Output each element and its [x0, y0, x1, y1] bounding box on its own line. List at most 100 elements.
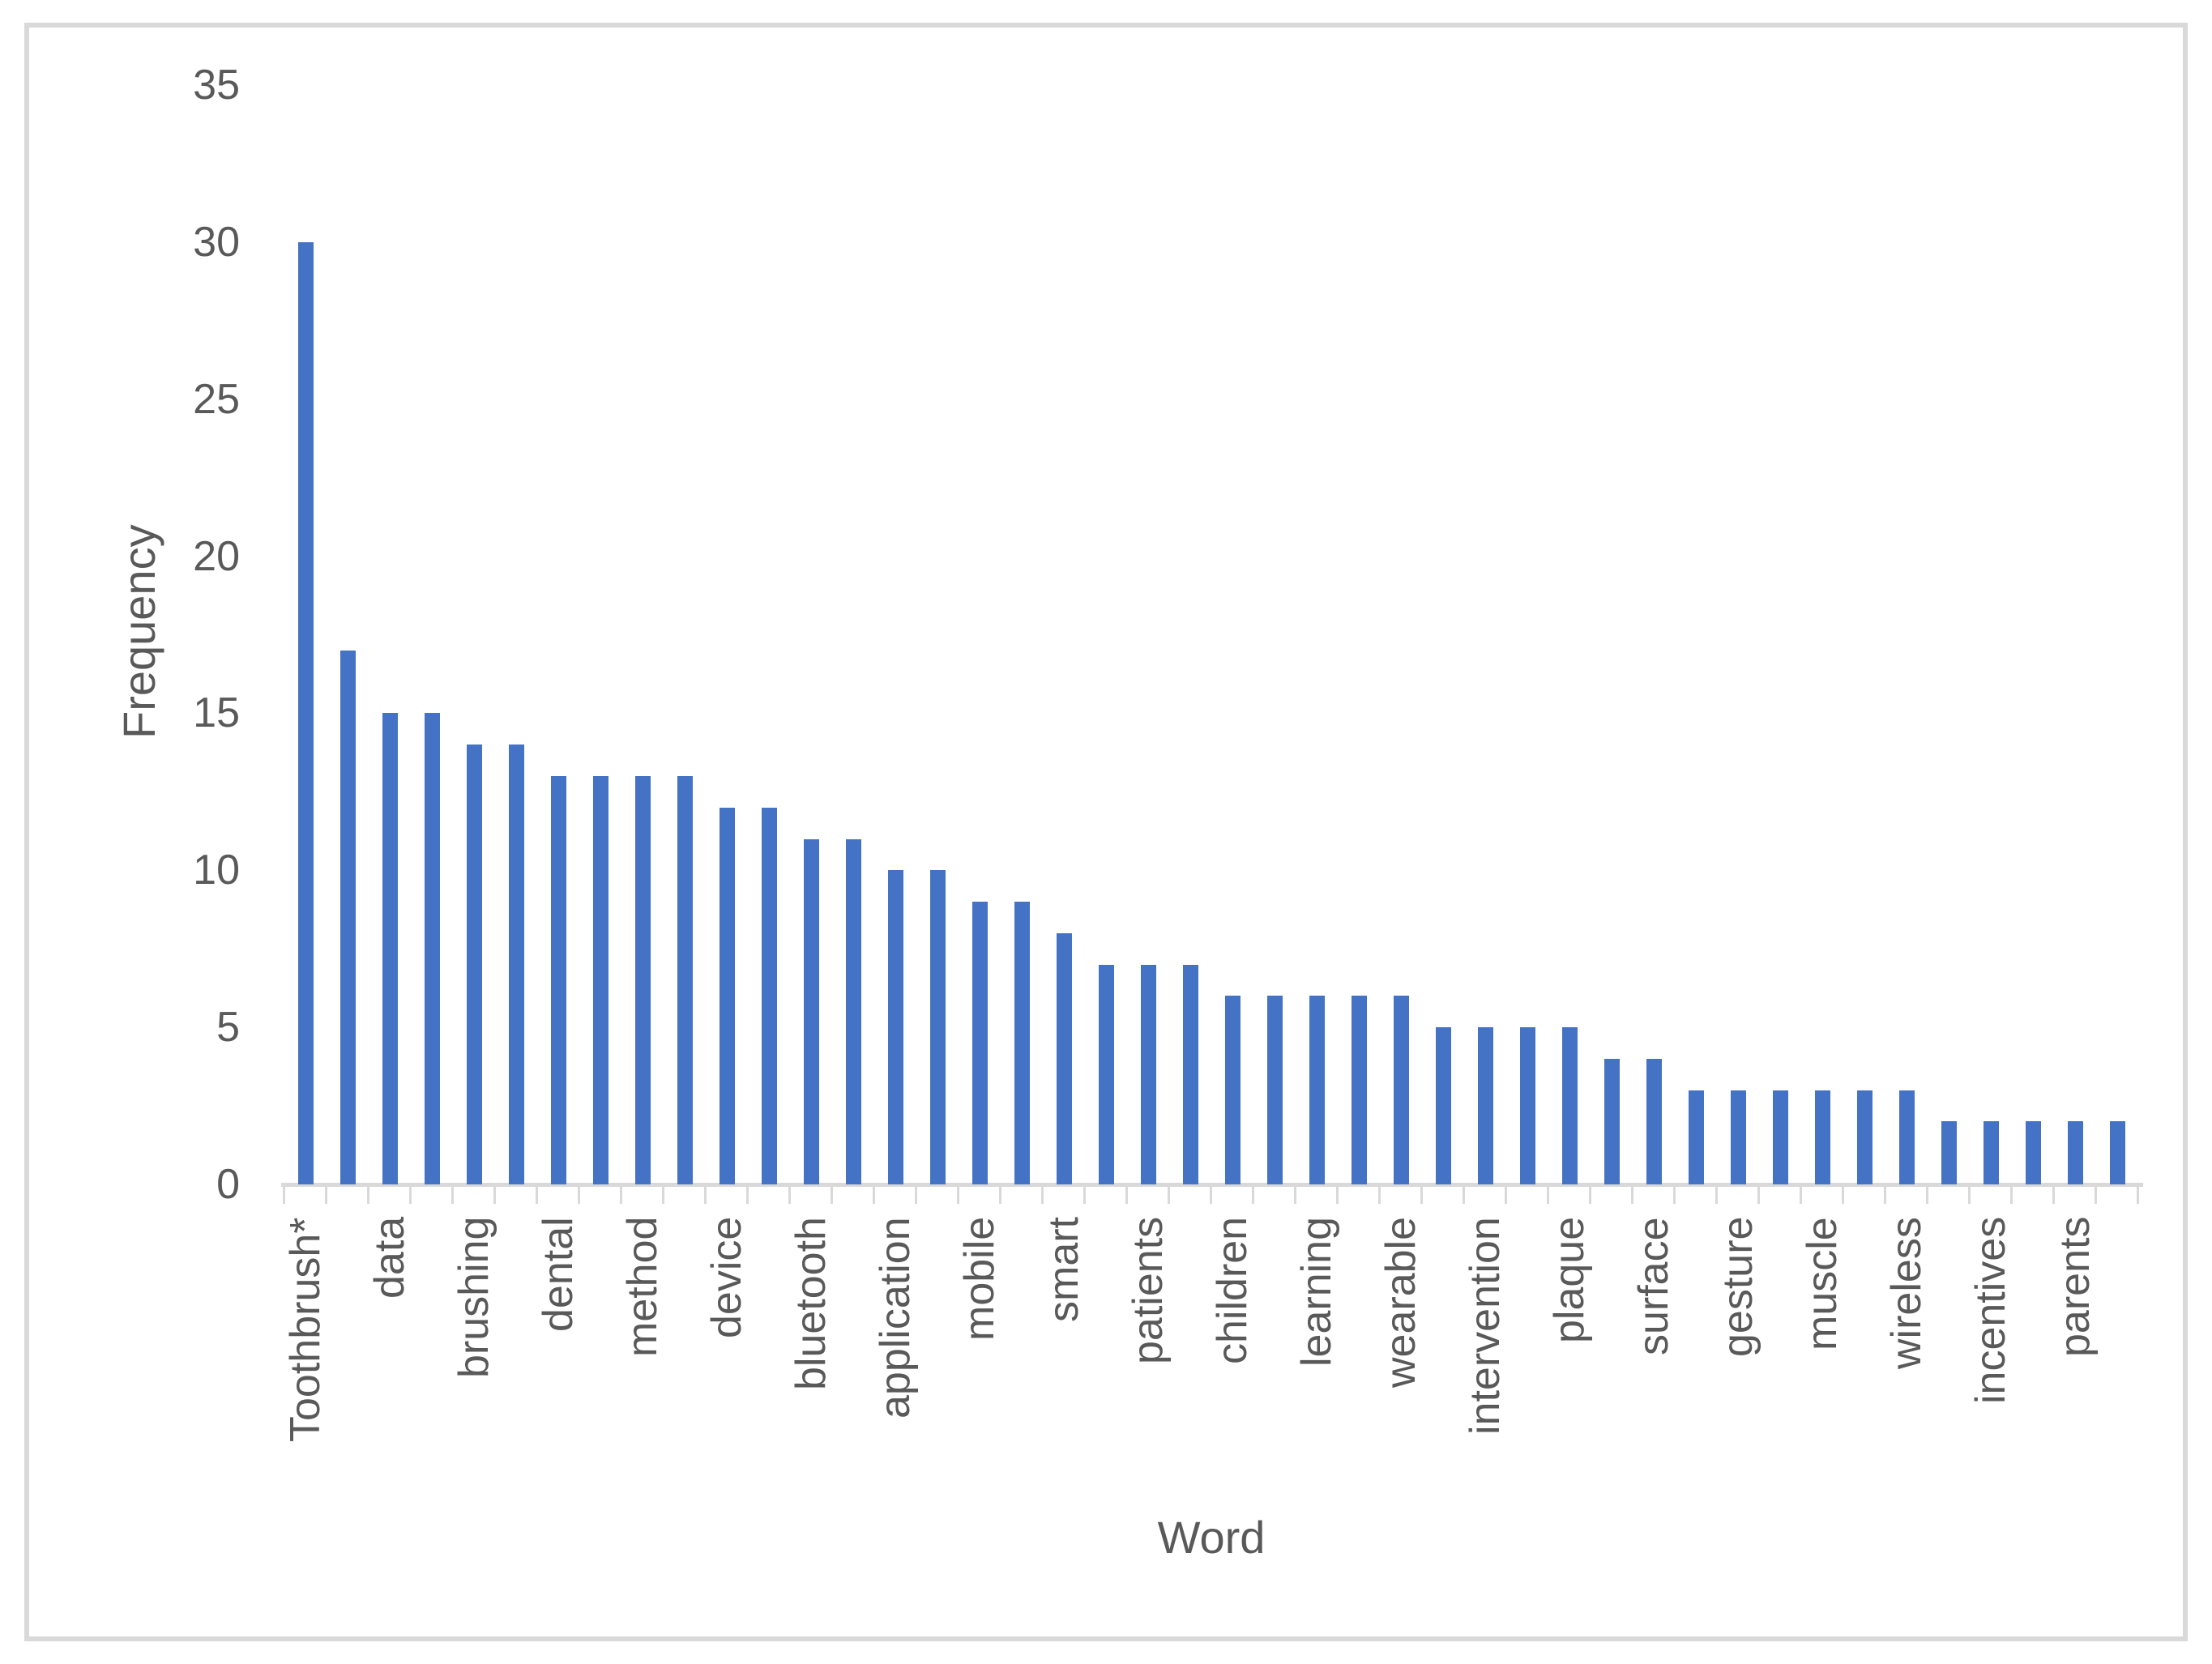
- bar: [972, 902, 988, 1184]
- bar: [1984, 1121, 1999, 1184]
- x-axis-tick: [1125, 1184, 1128, 1204]
- x-axis-tick: [1420, 1184, 1423, 1204]
- bar: [1225, 996, 1241, 1184]
- bar: [635, 776, 651, 1184]
- bar: [677, 776, 693, 1184]
- x-axis-tick: [1168, 1184, 1170, 1204]
- y-tick-label: 10: [193, 847, 240, 894]
- bar: [1520, 1027, 1535, 1184]
- bar: [382, 713, 398, 1184]
- x-category-label: mobile: [956, 1217, 1003, 1342]
- bar: [720, 808, 735, 1184]
- x-axis-tick: [2137, 1184, 2139, 1204]
- x-axis-tick: [578, 1184, 580, 1204]
- x-category-label: wireless: [1883, 1217, 1930, 1369]
- x-axis-tick: [325, 1184, 327, 1204]
- bar: [1352, 996, 1367, 1184]
- x-axis-tick: [2095, 1184, 2097, 1204]
- x-axis-tick: [1378, 1184, 1381, 1204]
- x-axis-tick: [1842, 1184, 1844, 1204]
- bar: [1267, 996, 1283, 1184]
- bar: [1646, 1059, 1662, 1184]
- x-axis-tick: [493, 1184, 496, 1204]
- x-axis-tick: [873, 1184, 875, 1204]
- y-tick-label: 35: [193, 62, 240, 109]
- x-category-label: Toothbrush*: [282, 1217, 329, 1442]
- bar: [1562, 1027, 1578, 1184]
- x-axis-tick: [1589, 1184, 1591, 1204]
- y-tick-label: 5: [216, 1004, 240, 1051]
- x-category-label: children: [1209, 1217, 1256, 1365]
- bar: [1941, 1121, 1957, 1184]
- bar: [1604, 1059, 1620, 1184]
- x-category-label: application: [872, 1217, 919, 1419]
- bar: [1689, 1090, 1704, 1184]
- x-category-label: device: [703, 1217, 750, 1339]
- x-axis-tick: [1505, 1184, 1507, 1204]
- bar: [509, 745, 524, 1184]
- x-axis-tick: [1336, 1184, 1339, 1204]
- bar: [2110, 1121, 2125, 1184]
- bar: [1014, 902, 1030, 1184]
- x-category-label: parents: [2052, 1217, 2099, 1358]
- bar: [593, 776, 609, 1184]
- x-category-label: smart: [1040, 1217, 1087, 1322]
- x-axis-tick: [999, 1184, 1001, 1204]
- bar: [467, 745, 482, 1184]
- x-category-label: dental: [535, 1217, 582, 1332]
- x-category-label: plaque: [1546, 1217, 1593, 1344]
- x-axis-tick: [704, 1184, 707, 1204]
- x-category-label: bluetooth: [788, 1217, 835, 1390]
- x-axis-tick: [1547, 1184, 1549, 1204]
- bar: [846, 839, 861, 1184]
- bar: [888, 870, 903, 1184]
- bar: [2026, 1121, 2041, 1184]
- x-axis-tick: [746, 1184, 749, 1204]
- bar: [1309, 996, 1325, 1184]
- x-category-label: patients: [1125, 1217, 1172, 1365]
- x-category-label: incentives: [1967, 1217, 2014, 1405]
- bar: [1899, 1090, 1915, 1184]
- bar: [1857, 1090, 1873, 1184]
- x-category-label: method: [619, 1217, 666, 1358]
- x-axis-tick: [1252, 1184, 1254, 1204]
- x-category-label: brushing: [451, 1217, 497, 1379]
- x-category-label: data: [366, 1217, 413, 1299]
- y-tick-label: 0: [216, 1161, 240, 1208]
- bar: [1436, 1027, 1451, 1184]
- x-axis-tick: [1294, 1184, 1296, 1204]
- x-axis-tick: [1715, 1184, 1718, 1204]
- y-tick-label: 15: [193, 689, 240, 736]
- x-axis-tick: [1884, 1184, 1886, 1204]
- x-axis-tick: [1800, 1184, 1802, 1204]
- x-axis-tick: [1757, 1184, 1760, 1204]
- y-tick-label: 30: [193, 219, 240, 266]
- x-axis-tick: [283, 1184, 285, 1204]
- bar: [1394, 996, 1409, 1184]
- bar: [804, 839, 819, 1184]
- bar: [1141, 965, 1156, 1184]
- x-axis-tick: [451, 1184, 454, 1204]
- bar: [1731, 1090, 1746, 1184]
- x-axis-tick: [831, 1184, 833, 1204]
- x-axis-tick: [1968, 1184, 1971, 1204]
- x-axis-tick: [2010, 1184, 2013, 1204]
- x-axis-tick: [1463, 1184, 1465, 1204]
- x-axis-tick: [957, 1184, 959, 1204]
- x-axis-tick: [1041, 1184, 1044, 1204]
- x-axis-tick: [2052, 1184, 2055, 1204]
- y-axis-title: Frequency: [113, 524, 164, 740]
- x-axis-tick: [1083, 1184, 1086, 1204]
- bar: [2068, 1121, 2083, 1184]
- bar: [930, 870, 946, 1184]
- x-axis-tick: [1631, 1184, 1633, 1204]
- x-axis-tick: [367, 1184, 369, 1204]
- bar: [298, 242, 314, 1184]
- bar: [1815, 1090, 1830, 1184]
- x-axis-tick: [1926, 1184, 1928, 1204]
- x-category-label: surface: [1630, 1217, 1677, 1355]
- x-axis-line: [281, 1183, 2143, 1187]
- x-category-label: wearable: [1377, 1217, 1424, 1389]
- x-axis-tick: [409, 1184, 412, 1204]
